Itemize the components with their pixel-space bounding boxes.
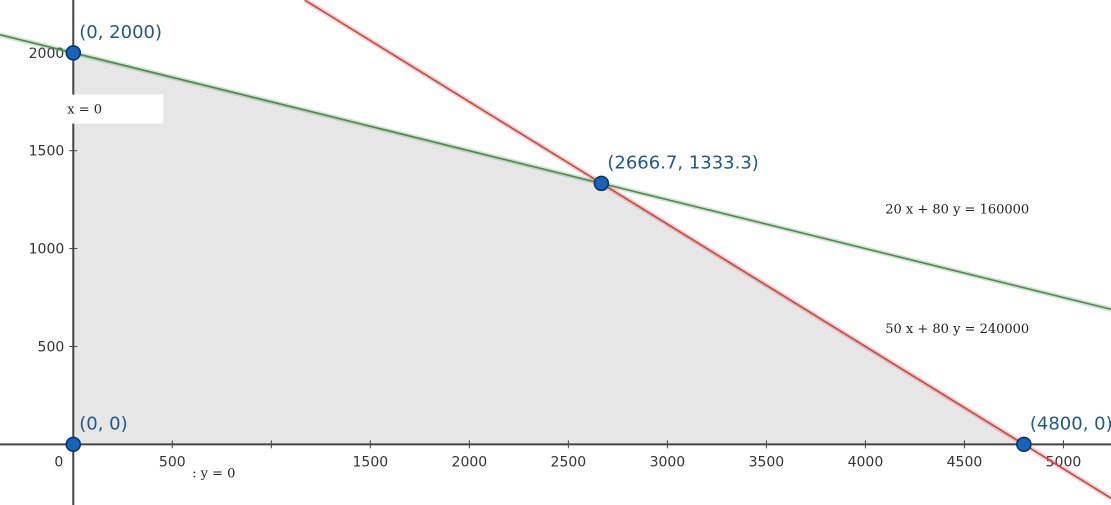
x-tick-label: 4500 [947, 454, 983, 470]
y-tick-label: 1500 [29, 144, 65, 160]
x-axis-equation-label: x = 0 [67, 103, 102, 118]
x-axis-label-box [65, 94, 164, 124]
x-tick-label: 2000 [452, 454, 488, 470]
vertex-points: (0, 2000) (2666.7, 1333.3) (0, 0) (4800, 0) [65, 22, 1111, 453]
vertex-point [65, 45, 82, 61]
constraint-equation-label: 20 x + 80 y = 160000 [885, 202, 1029, 217]
x-tick-label: 500 [159, 454, 186, 470]
x-tick-label: 0 [54, 454, 63, 470]
vertex-point-label: (0, 0) [79, 413, 127, 434]
y-tick-label: 2000 [29, 46, 65, 62]
vertex-point [593, 175, 610, 192]
y-tick-label: 1000 [29, 242, 65, 258]
feasible-region [73, 52, 1024, 445]
vertex-point [65, 436, 82, 453]
x-tick-label: 3500 [749, 454, 785, 470]
x-tick-label: 3000 [650, 454, 686, 470]
vertex-point-label: (0, 2000) [79, 22, 162, 43]
x-tick-label: 5000 [1046, 454, 1082, 470]
x-tick-label: 1500 [353, 454, 389, 470]
vertex-point-label: (4800, 0) [1030, 413, 1111, 434]
vertex-point [1016, 436, 1032, 453]
constraint-line [304, 0, 1111, 499]
constraint-line [0, 33, 1111, 311]
x-tick-label: 4000 [848, 454, 884, 470]
y-axis-equation-label: : y = 0 [192, 466, 235, 481]
annotations: 20 x + 80 y = 160000 50 x + 80 y = 240000… [65, 94, 1029, 481]
vertex-point-label: (2666.7, 1333.3) [607, 152, 758, 173]
y-tick-label: 500 [38, 339, 65, 355]
constraint-equation-label: 50 x + 80 y = 240000 [885, 322, 1029, 337]
x-tick-label: 2500 [551, 454, 587, 470]
